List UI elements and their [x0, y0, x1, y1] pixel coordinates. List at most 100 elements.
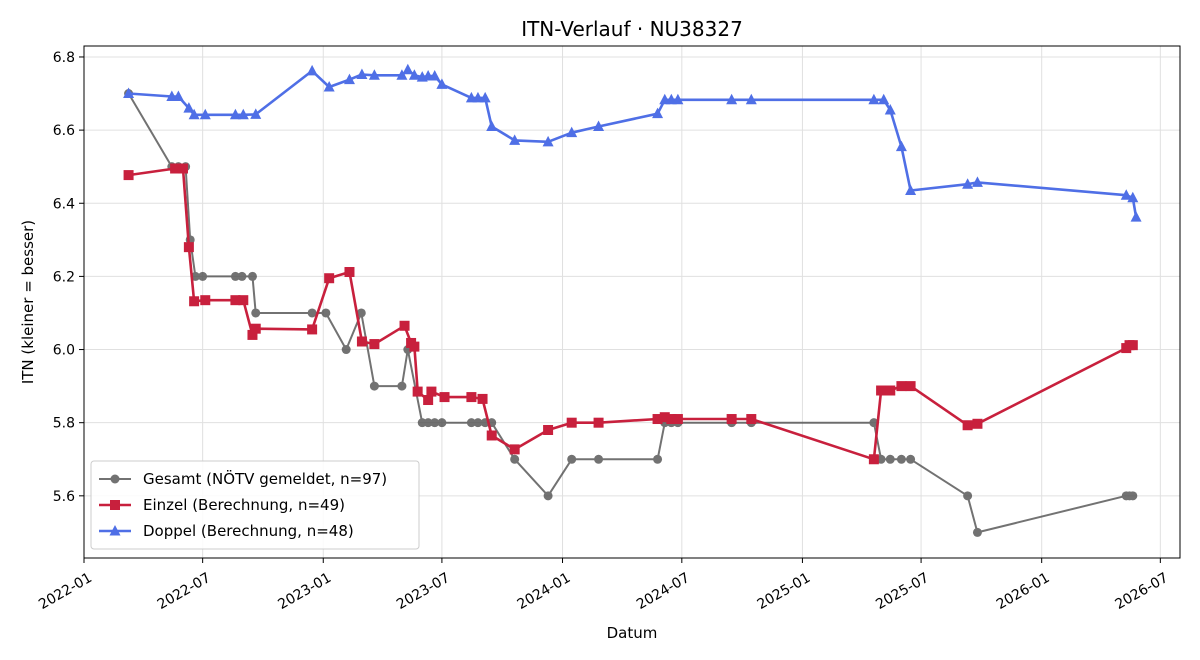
data-point — [652, 414, 663, 425]
data-point — [369, 381, 379, 391]
data-point — [479, 91, 491, 103]
data-point — [653, 454, 663, 464]
series-1 — [123, 163, 1138, 465]
data-point — [356, 68, 368, 80]
x-tick-label: 2022-07 — [155, 570, 214, 613]
data-point — [200, 295, 211, 306]
legend: Gesamt (NÖTV gemeldet, n=97) Einzel (Bere… — [90, 460, 420, 550]
x-tick-label: 2024-01 — [515, 570, 574, 613]
data-point — [408, 69, 420, 80]
legend-marker — [110, 500, 120, 510]
data-point — [429, 69, 441, 81]
data-point — [199, 108, 211, 120]
data-point — [123, 170, 134, 181]
data-point — [594, 454, 604, 464]
data-point — [177, 163, 188, 174]
legend-label: Einzel (Berechnung, n=49) — [143, 496, 345, 514]
x-tick-label: 2023-07 — [394, 570, 453, 613]
legend-item — [99, 500, 131, 510]
legend-label: Gesamt (NÖTV gemeldet, n=97) — [143, 469, 387, 488]
series-layer — [123, 63, 1142, 537]
data-point — [397, 381, 407, 391]
x-axis-label: Datum — [607, 624, 658, 642]
data-point — [1130, 211, 1142, 222]
data-point — [878, 93, 890, 105]
data-point — [746, 414, 757, 425]
data-point — [369, 339, 380, 350]
data-point — [895, 140, 907, 152]
data-point — [426, 386, 437, 397]
data-point — [306, 64, 318, 76]
data-point — [402, 63, 414, 75]
data-point — [1128, 491, 1138, 501]
y-axis-label: ITN (kleiner = besser) — [19, 220, 37, 384]
legend-item — [99, 474, 131, 484]
legend-marker — [109, 525, 121, 536]
x-tick-label: 2026-07 — [1112, 570, 1171, 613]
data-point — [230, 295, 241, 306]
data-point — [972, 418, 983, 429]
x-tick-label: 2026-01 — [994, 570, 1053, 613]
chart-title: ITN-Verlauf · NU38327 — [521, 17, 743, 41]
data-point — [543, 425, 554, 435]
x-tick-label: 2023-01 — [275, 570, 334, 613]
y-tick-label: 5.8 — [53, 416, 75, 432]
data-point — [509, 444, 520, 455]
data-point — [726, 93, 738, 105]
data-point — [356, 336, 367, 347]
data-point — [247, 329, 258, 340]
data-point — [567, 454, 577, 464]
legend-marker — [110, 474, 120, 484]
data-point — [885, 385, 896, 396]
x-tick-label: 2024-07 — [634, 570, 693, 613]
data-point — [896, 454, 906, 464]
data-point — [905, 184, 917, 195]
legend-item — [99, 525, 131, 536]
data-point — [971, 176, 983, 187]
data-point — [486, 430, 497, 441]
data-point — [906, 454, 916, 464]
data-point — [905, 381, 916, 392]
x-tick-label: 2025-01 — [755, 570, 814, 613]
y-tick-label: 6.4 — [53, 196, 75, 212]
data-point — [356, 308, 366, 318]
data-point — [170, 163, 181, 174]
legend-label: Doppel (Berechnung, n=48) — [143, 522, 354, 540]
data-point — [745, 93, 757, 105]
data-point — [672, 93, 684, 105]
data-point — [486, 120, 498, 131]
y-tick-label: 5.6 — [53, 489, 75, 505]
data-point — [593, 120, 605, 131]
data-point — [868, 454, 879, 465]
x-tick-label: 2022-01 — [36, 570, 95, 613]
data-point — [885, 454, 895, 464]
data-point — [368, 69, 380, 80]
data-point — [250, 108, 262, 119]
data-point — [237, 271, 247, 281]
series-line — [128, 68, 1138, 218]
data-point — [399, 320, 410, 331]
data-point — [593, 417, 604, 428]
data-point — [726, 414, 737, 425]
data-point — [963, 491, 973, 501]
data-point — [962, 420, 973, 431]
y-tick-label: 6.8 — [53, 50, 75, 66]
data-point — [666, 414, 677, 425]
data-point — [251, 308, 261, 318]
data-point — [341, 345, 351, 355]
data-point — [884, 104, 896, 115]
data-point — [1120, 189, 1132, 200]
data-point — [323, 80, 335, 92]
data-point — [466, 392, 477, 403]
data-point — [566, 126, 578, 138]
data-point — [412, 386, 423, 397]
data-point — [247, 271, 257, 281]
data-point — [307, 324, 318, 335]
data-point — [189, 296, 200, 307]
data-point — [430, 418, 440, 428]
data-point — [869, 418, 879, 428]
data-point — [659, 412, 670, 423]
data-point — [542, 135, 554, 147]
data-point — [436, 78, 448, 89]
